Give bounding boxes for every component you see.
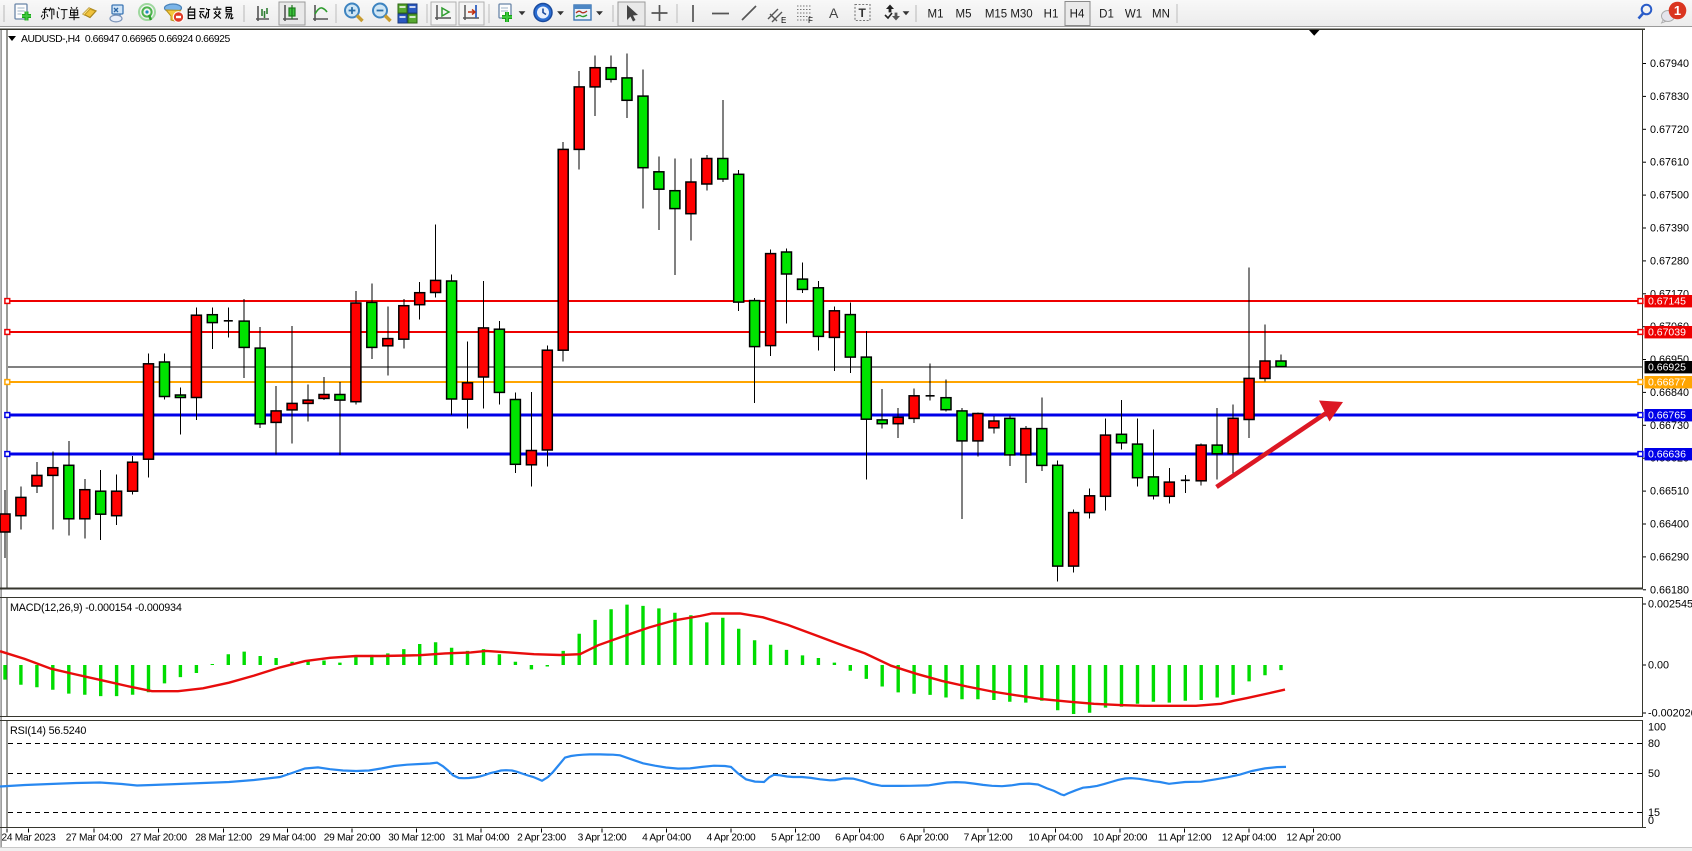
svg-text:0.66636: 0.66636	[1648, 449, 1686, 461]
svg-text:80: 80	[1648, 738, 1660, 750]
svg-text:F: F	[808, 16, 813, 25]
svg-text:0.67280: 0.67280	[1650, 255, 1689, 267]
svg-text:0.67720: 0.67720	[1650, 124, 1689, 136]
svg-text:D1: D1	[1099, 9, 1114, 21]
svg-text:28 Mar 12:00: 28 Mar 12:00	[195, 833, 252, 844]
svg-text:29 Mar 20:00: 29 Mar 20:00	[324, 833, 381, 844]
svg-text:1: 1	[1674, 3, 1681, 18]
svg-text:6 Apr 04:00: 6 Apr 04:00	[835, 833, 884, 844]
svg-text:6 Apr 20:00: 6 Apr 20:00	[900, 833, 949, 844]
svg-text:0.66730: 0.66730	[1650, 420, 1689, 432]
svg-text:M5: M5	[956, 9, 972, 21]
svg-text:7 Apr 12:00: 7 Apr 12:00	[964, 833, 1013, 844]
svg-text:5 Apr 12:00: 5 Apr 12:00	[771, 833, 820, 844]
svg-text:0.67145: 0.67145	[1648, 296, 1686, 308]
svg-text:0.67610: 0.67610	[1650, 157, 1689, 169]
svg-text:27 Mar 20:00: 27 Mar 20:00	[130, 833, 187, 844]
svg-text:0.67830: 0.67830	[1650, 91, 1689, 103]
svg-text:MACD(12,26,9) -0.000154 -0.000: MACD(12,26,9) -0.000154 -0.000934	[10, 602, 182, 614]
svg-text:0.66840: 0.66840	[1650, 387, 1689, 399]
svg-text:15: 15	[1648, 807, 1660, 819]
svg-text:M15: M15	[985, 9, 1007, 21]
svg-text:4 Apr 04:00: 4 Apr 04:00	[642, 833, 691, 844]
svg-text:A: A	[829, 5, 839, 21]
svg-text:0.66290: 0.66290	[1650, 551, 1689, 563]
svg-text:12 Apr 20:00: 12 Apr 20:00	[1286, 833, 1341, 844]
svg-text:30 Mar 12:00: 30 Mar 12:00	[388, 833, 445, 844]
svg-text:0.67500: 0.67500	[1650, 190, 1689, 202]
svg-text:0.66510: 0.66510	[1650, 486, 1689, 498]
svg-text:0.67039: 0.67039	[1648, 327, 1686, 339]
svg-text:24 Mar 2023: 24 Mar 2023	[2, 833, 57, 844]
svg-text:29 Mar 04:00: 29 Mar 04:00	[259, 833, 316, 844]
svg-text:10 Apr 20:00: 10 Apr 20:00	[1093, 833, 1148, 844]
svg-text:2 Apr 23:00: 2 Apr 23:00	[517, 833, 566, 844]
svg-text:12 Apr 04:00: 12 Apr 04:00	[1222, 833, 1277, 844]
svg-text:M30: M30	[1010, 9, 1032, 21]
svg-text:0.00: 0.00	[1648, 660, 1669, 672]
svg-text:MN: MN	[1152, 9, 1170, 21]
svg-text:H1: H1	[1044, 9, 1059, 21]
svg-text:0.66765: 0.66765	[1648, 410, 1686, 422]
svg-text:10 Apr 04:00: 10 Apr 04:00	[1028, 833, 1083, 844]
svg-text:0.002545: 0.002545	[1648, 599, 1692, 611]
svg-text:0.66925: 0.66925	[1648, 362, 1686, 374]
svg-text:3 Apr 12:00: 3 Apr 12:00	[578, 833, 627, 844]
svg-text:0.66400: 0.66400	[1650, 519, 1689, 531]
svg-text:11 Apr 12:00: 11 Apr 12:00	[1158, 833, 1212, 844]
svg-text:-0.002026: -0.002026	[1648, 708, 1692, 720]
svg-text:RSI(14) 56.5240: RSI(14) 56.5240	[10, 725, 86, 737]
svg-text:T: T	[859, 6, 867, 20]
svg-text:100: 100	[1648, 722, 1666, 734]
svg-text:4 Apr 20:00: 4 Apr 20:00	[707, 833, 756, 844]
svg-text:H4: H4	[1070, 9, 1085, 21]
svg-text:AUDUSD-,H4 0.66947 0.66965 0.: AUDUSD-,H4 0.66947 0.66965 0.66924 0.669…	[21, 34, 230, 45]
svg-text:0.67940: 0.67940	[1650, 58, 1689, 70]
svg-text:M1: M1	[928, 9, 944, 21]
svg-text:0: 0	[1648, 815, 1654, 827]
svg-text:31 Mar 04:00: 31 Mar 04:00	[453, 833, 510, 844]
svg-text:W1: W1	[1125, 9, 1142, 21]
svg-text:27 Mar 04:00: 27 Mar 04:00	[66, 833, 123, 844]
svg-text:E: E	[781, 16, 786, 25]
svg-text:50: 50	[1648, 768, 1660, 780]
svg-text:0.66877: 0.66877	[1648, 377, 1686, 389]
svg-text:0.66180: 0.66180	[1650, 584, 1689, 596]
svg-text:0.67390: 0.67390	[1650, 223, 1689, 235]
